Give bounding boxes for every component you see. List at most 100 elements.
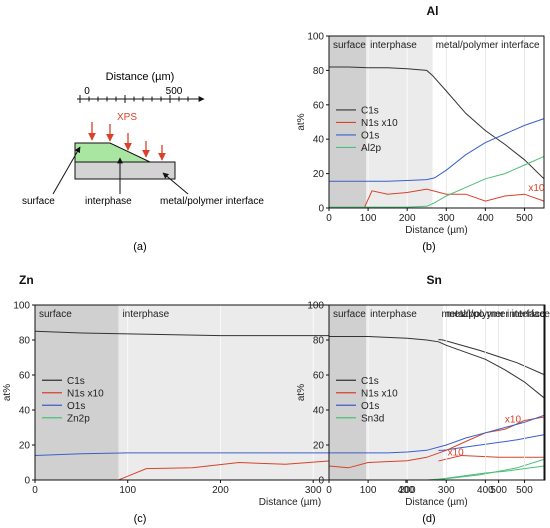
y-tick-label: 100 (13, 301, 30, 312)
x10-annotation: x10 (448, 448, 465, 459)
pointer-interface (162, 172, 189, 195)
pointer-surface (52, 146, 81, 195)
legend-entry: Sn3d (361, 413, 384, 424)
legend-entry: C1s (361, 376, 379, 387)
schematic-distance-label: Distance (µm) (106, 71, 175, 83)
x-tick-label: 200 (399, 485, 416, 496)
plot-frame (328, 35, 545, 209)
chart-sn: surface interphase metal/polymer interface… (296, 273, 546, 508)
x-tick-label: 400 (477, 485, 494, 496)
plot-frame (34, 304, 546, 481)
x-tick-label: 500 (490, 485, 507, 496)
region-shade (366, 36, 433, 208)
xps-arrows (88, 122, 166, 161)
schematic-axis-ticks (79, 95, 189, 103)
series-line (329, 155, 545, 208)
x-axis-title: Distance (µm) (259, 497, 321, 508)
legend-entry: N1s x10 (361, 118, 398, 129)
y-tick-label: 60 (313, 100, 325, 111)
y-tick-label: 100 (307, 32, 324, 43)
x-tick-label: 300 (438, 213, 455, 224)
schematic-label-interphase: interphase (85, 196, 132, 207)
legend-entry: C1s (361, 105, 379, 116)
plot-frame (328, 304, 545, 481)
x-tick-label: 200 (399, 213, 416, 224)
legend-entry: O1s (67, 401, 85, 412)
x10-annotation: x10 (528, 183, 545, 194)
x-tick-label: 300 (305, 485, 322, 496)
x-tick-label: 400 (477, 213, 494, 224)
y-axis-title: at% (296, 113, 307, 130)
series-line (329, 66, 545, 180)
x10-annotation: x10 (505, 414, 522, 425)
y-tick-label: 80 (19, 336, 31, 347)
x-tick-label: 100 (360, 213, 377, 224)
chart-al: surface interphase metal/polymer interface… (296, 4, 545, 236)
schematic-tick-500: 500 (166, 86, 183, 97)
legend-entry: C1s (67, 376, 85, 387)
y-tick-label: 40 (19, 406, 31, 417)
series-line (329, 336, 545, 399)
schematic-panel: Distance (µm) 0 500 XPS surface interpha… (22, 71, 264, 253)
y-axis-title: at% (296, 384, 307, 401)
y-tick-label: 60 (313, 371, 325, 382)
panel-label-c: (c) (134, 513, 147, 525)
chart-title: Zn (19, 273, 34, 287)
series-line (34, 434, 546, 456)
y-tick-label: 100 (307, 301, 324, 312)
x-tick-label: 0 (326, 485, 332, 496)
x-tick-label: 300 (438, 485, 455, 496)
y-tick-label: 0 (318, 204, 324, 215)
series-line (329, 414, 545, 454)
x-tick-label: 0 (326, 213, 332, 224)
x-tick-label: 100 (119, 485, 136, 496)
series-line (329, 118, 545, 182)
legend-entry: N1s x10 (67, 388, 104, 399)
legend-entry: O1s (361, 401, 379, 412)
region-label: metal/polymer interface (436, 40, 540, 51)
y-tick-label: 60 (19, 371, 31, 382)
region-label: interphase (370, 40, 417, 51)
legend-entry: Zn2p (67, 413, 90, 424)
chart-title: Sn (427, 273, 442, 287)
region-shade (366, 305, 439, 480)
region-label: interphase (122, 309, 169, 320)
x-tick-label: 500 (516, 213, 533, 224)
series-line (328, 416, 545, 469)
region-label: metal/polymer interface (441, 309, 545, 320)
x-tick-label: 200 (212, 485, 229, 496)
panel-label-b: (b) (422, 241, 435, 253)
x-tick-label: 100 (360, 485, 377, 496)
schematic-tick-0: 0 (84, 86, 90, 97)
panel-label-a: (a) (133, 241, 146, 253)
x-axis-title: Distance (µm) (405, 497, 467, 508)
panel-label-d: (d) (422, 513, 435, 525)
legend-entry: Al2p (361, 143, 381, 154)
region-label: surface (39, 309, 72, 320)
x-tick-label: 500 (516, 485, 533, 496)
y-tick-label: 0 (318, 476, 324, 487)
schematic-xps-label: XPS (117, 112, 137, 123)
x-tick-label: 0 (32, 485, 38, 496)
y-tick-label: 40 (313, 135, 325, 146)
metal-substrate (74, 161, 176, 180)
x-axis-title: Distance (µm) (405, 225, 467, 236)
region-label: surface (333, 40, 366, 51)
region-label: metal/polymer interface (446, 309, 550, 320)
y-tick-label: 20 (313, 441, 325, 452)
polymer-coating (74, 142, 151, 163)
x-tick-label: 400 (398, 485, 415, 496)
legend-entry: O1s (361, 130, 379, 141)
series-line (34, 330, 546, 376)
y-axis-title: at% (2, 384, 13, 401)
y-tick-label: 80 (313, 336, 325, 347)
y-tick-label: 0 (24, 476, 30, 487)
region-label: surface (333, 309, 366, 320)
y-tick-label: 40 (313, 406, 325, 417)
schematic-label-interface: metal/polymer interface (160, 196, 264, 207)
y-tick-label: 20 (19, 441, 31, 452)
y-tick-label: 80 (313, 66, 325, 77)
region-label: interphase (370, 309, 417, 320)
chart-title: Al (427, 4, 439, 18)
